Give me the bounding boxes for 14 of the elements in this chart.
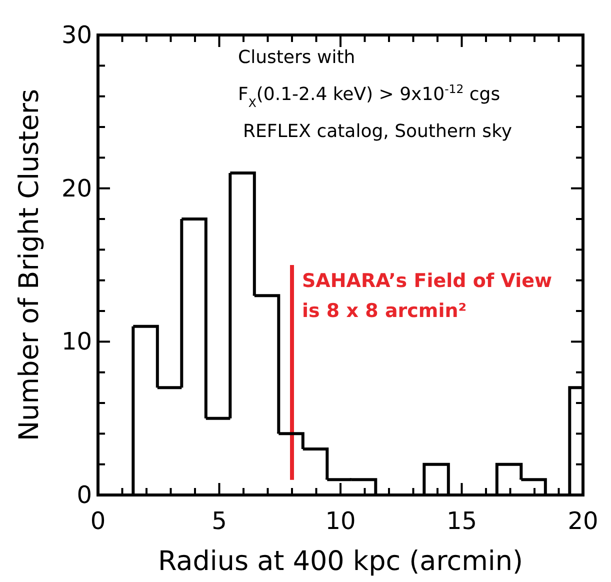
y-tick-label: 0 [76,481,92,509]
ref-line-label: SAHARA’s Field of View is 8 x 8 arcmin² [302,270,552,322]
x-tick-label: 20 [568,507,598,535]
annotation: Clusters with [238,47,356,68]
y-tick-label: 10 [61,328,92,356]
y-axis-title: Number of Bright Clusters [14,88,45,442]
y-tick-label: 20 [61,174,92,202]
x-tick-label: 5 [212,507,227,535]
x-tick-label: 15 [446,507,478,535]
x-tick-label: 10 [325,507,356,535]
annotation: REFLEX catalog, Southern sky [243,121,512,142]
annotation: F$_{X}$(0.1-2.4 keV) > 9x10$^{-12}$ cgs [238,82,500,110]
y-tick-label: 30 [61,21,92,49]
x-axis-title: Radius at 400 kpc (arcmin) [158,546,524,577]
